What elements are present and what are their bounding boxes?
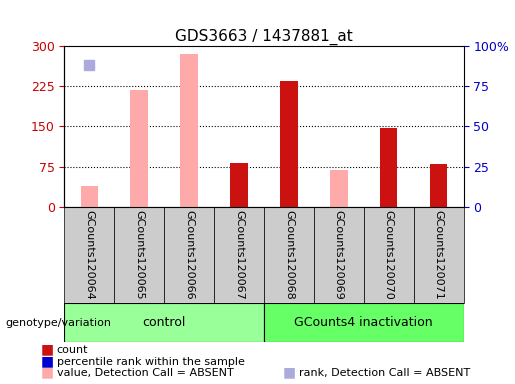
Text: rank, Detection Call = ABSENT: rank, Detection Call = ABSENT [299, 368, 470, 378]
Text: GCounts120067: GCounts120067 [234, 210, 244, 300]
Text: GCounts4 inactivation: GCounts4 inactivation [295, 316, 433, 329]
Text: ■: ■ [41, 365, 54, 379]
Text: count: count [57, 345, 88, 355]
Text: genotype/variation: genotype/variation [5, 318, 111, 328]
FancyBboxPatch shape [364, 207, 414, 303]
FancyBboxPatch shape [264, 303, 464, 342]
FancyBboxPatch shape [264, 207, 314, 303]
FancyBboxPatch shape [214, 207, 264, 303]
FancyBboxPatch shape [64, 303, 264, 342]
Text: value, Detection Call = ABSENT: value, Detection Call = ABSENT [57, 368, 233, 378]
Text: GCounts120070: GCounts120070 [384, 210, 393, 300]
Text: GCounts120065: GCounts120065 [134, 210, 144, 300]
Text: GCounts120069: GCounts120069 [334, 210, 344, 300]
Text: ■: ■ [41, 342, 54, 356]
Title: GDS3663 / 1437881_at: GDS3663 / 1437881_at [175, 28, 353, 45]
FancyBboxPatch shape [64, 207, 114, 303]
Text: ■: ■ [41, 354, 54, 368]
Text: GCounts120064: GCounts120064 [84, 210, 94, 300]
Text: GCounts120068: GCounts120068 [284, 210, 294, 300]
Bar [430, 164, 448, 207]
Text: GCounts120071: GCounts120071 [434, 210, 443, 300]
FancyBboxPatch shape [114, 207, 164, 303]
Text: control: control [143, 316, 186, 329]
Bar [330, 170, 348, 207]
Text: GCounts120066: GCounts120066 [184, 210, 194, 300]
FancyBboxPatch shape [414, 207, 464, 303]
Bar [280, 81, 298, 207]
FancyBboxPatch shape [164, 207, 214, 303]
Bar [180, 54, 198, 207]
Bar [380, 128, 398, 207]
Bar [230, 163, 248, 207]
FancyBboxPatch shape [314, 207, 364, 303]
Text: percentile rank within the sample: percentile rank within the sample [57, 357, 245, 367]
Bar [80, 186, 98, 207]
Text: ■: ■ [283, 365, 296, 379]
Bar [130, 90, 148, 207]
